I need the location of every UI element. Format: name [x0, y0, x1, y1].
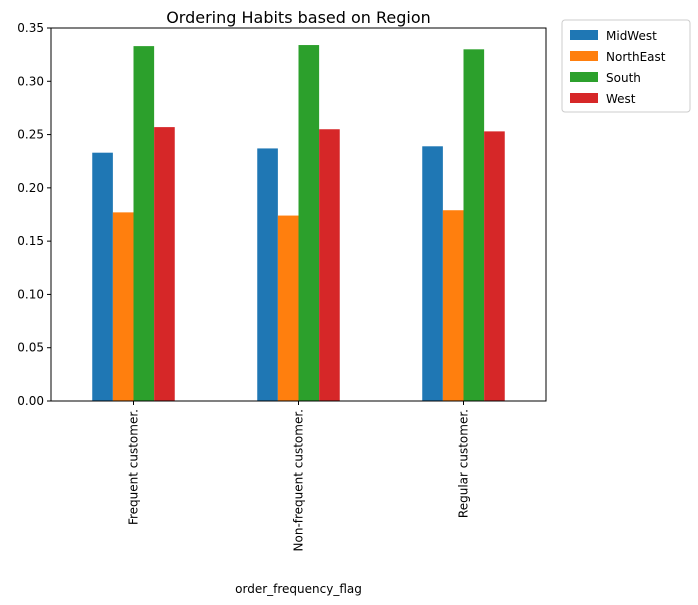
bar-northeast-3: [442, 210, 464, 401]
legend: MidWest NorthEast South West: [561, 19, 691, 113]
y-axis: 0.00 0.05 0.10 0.15 0.20 0.25 0.30 0.35: [17, 21, 51, 408]
bar-midwest-1: [92, 152, 113, 401]
bar-west-1: [154, 127, 175, 402]
legend-swatch-west: [570, 93, 598, 103]
legend-label-northeast: NorthEast: [606, 50, 666, 64]
legend-swatch-midwest: [570, 30, 598, 40]
chart-title: Ordering Habits based on Region: [166, 8, 431, 27]
bar-midwest-3: [422, 146, 443, 401]
bar-south-3: [463, 49, 485, 402]
legend-swatch-south: [570, 72, 598, 82]
y-tick-label: 0.20: [17, 181, 44, 195]
y-tick-label: 0.15: [17, 234, 44, 248]
legend-label-midwest: MidWest: [606, 29, 657, 43]
y-tick-label: 0.35: [17, 21, 44, 35]
x-tick-label: Frequent customer.: [127, 409, 141, 525]
x-axis: Frequent customer. Non-frequent customer.…: [127, 401, 471, 551]
bar-northeast-1: [112, 212, 134, 401]
legend-label-south: South: [606, 71, 641, 85]
y-tick-label: 0.25: [17, 128, 44, 142]
x-tick-label: Non-frequent customer.: [292, 409, 306, 551]
bar-west-2: [319, 129, 340, 401]
bar-south-1: [133, 46, 155, 402]
y-tick-label: 0.10: [17, 287, 44, 301]
y-tick-label: 0.05: [17, 341, 44, 355]
x-tick-label: Regular customer.: [457, 409, 471, 518]
bar-midwest-2: [257, 148, 278, 401]
legend-swatch-northeast: [570, 51, 598, 61]
bar-west-3: [484, 131, 505, 402]
bar-south-2: [298, 45, 320, 402]
bars-group: [92, 45, 505, 402]
y-tick-label: 0.30: [17, 74, 44, 88]
bar-northeast-2: [277, 215, 299, 401]
legend-box: [561, 19, 691, 113]
y-tick-label: 0.00: [17, 394, 44, 408]
legend-label-west: West: [606, 92, 636, 106]
x-axis-title: order_frequency_flag: [235, 582, 362, 596]
